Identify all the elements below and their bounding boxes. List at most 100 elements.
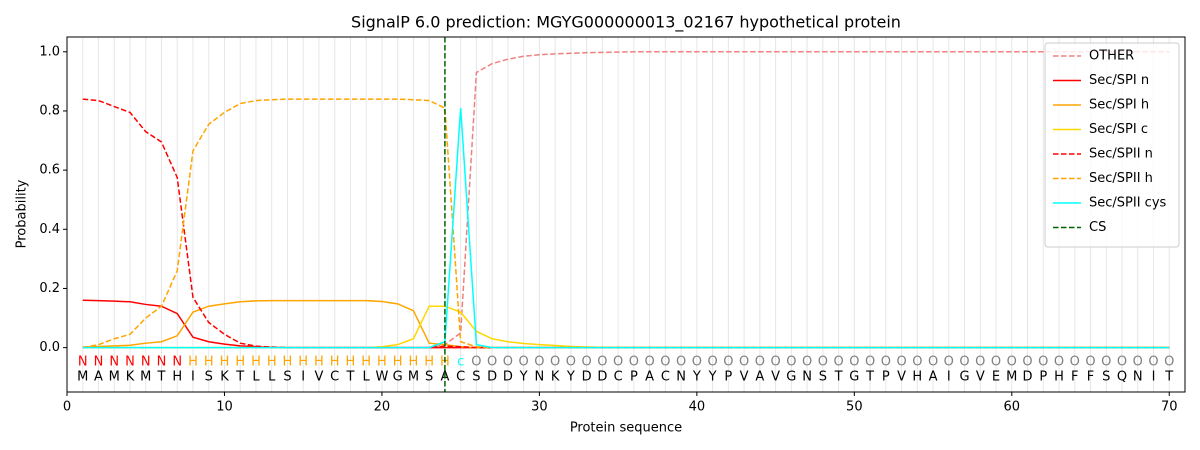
residue-annotation: O <box>944 355 954 370</box>
residue: A <box>645 370 654 385</box>
x-tick-label: 30 <box>531 400 548 415</box>
x-tick-label: 60 <box>1004 400 1021 415</box>
y-tick-label: 0.4 <box>39 222 60 237</box>
residue: S <box>472 370 480 385</box>
residue: S <box>425 370 433 385</box>
residue-annotation: O <box>660 355 670 370</box>
residue: P <box>630 370 638 385</box>
residue: T <box>865 370 874 385</box>
residue: K <box>126 370 135 385</box>
residue-annotation: O <box>1070 355 1080 370</box>
legend-label: Sec/SPI h <box>1089 98 1149 113</box>
residue-annotation: O <box>1022 355 1032 370</box>
residue-annotation: H <box>267 355 277 370</box>
residue-annotation: H <box>188 355 198 370</box>
residue: S <box>205 370 213 385</box>
residue: D <box>582 370 592 385</box>
residue: T <box>157 370 166 385</box>
residue-annotation: O <box>613 355 623 370</box>
legend-label: CS <box>1089 220 1106 235</box>
residue: I <box>947 370 951 385</box>
residue-annotation: O <box>1117 355 1127 370</box>
residue-annotation: O <box>566 355 576 370</box>
residue: T <box>834 370 843 385</box>
residue: I <box>301 370 305 385</box>
residue: D <box>487 370 497 385</box>
residue: Y <box>692 370 701 385</box>
residue: F <box>1071 370 1078 385</box>
residue: T <box>235 370 244 385</box>
series-line <box>82 107 1170 349</box>
residue-annotation: H <box>283 355 293 370</box>
residue: E <box>992 370 1000 385</box>
chart-title: SignalP 6.0 prediction: MGYG000000013_02… <box>351 13 901 33</box>
residue-annotation: O <box>833 355 843 370</box>
residue: D <box>1023 370 1033 385</box>
residue: C <box>330 370 339 385</box>
residue-annotation: H <box>204 355 214 370</box>
residue: P <box>1039 370 1047 385</box>
residue: T <box>345 370 354 385</box>
residue: F <box>1087 370 1094 385</box>
residue: H <box>172 370 182 385</box>
residue-annotation: N <box>125 355 135 370</box>
residue: Q <box>1117 370 1127 385</box>
legend: OTHER Sec/SPI n Sec/SPI h Sec/SPI c Sec/SPII… <box>1044 42 1180 248</box>
y-tick-label: 0.2 <box>39 281 60 296</box>
x-axis-label: Protein sequence <box>570 421 682 436</box>
residue-annotation: N <box>157 355 167 370</box>
series-line <box>82 98 1170 349</box>
y-axis-label: Probability <box>15 179 30 248</box>
residue: N <box>535 370 545 385</box>
residue-annotation: H <box>314 355 324 370</box>
residue-annotation: O <box>471 355 481 370</box>
residue-annotation: O <box>1164 355 1174 370</box>
residue-annotation: H <box>424 355 434 370</box>
residue-annotation: O <box>550 355 560 370</box>
residue-annotation: O <box>487 355 497 370</box>
residue: T <box>1164 370 1173 385</box>
residue-annotation: O <box>676 355 686 370</box>
residue-annotation: O <box>1054 355 1064 370</box>
residue-annotation: O <box>597 355 607 370</box>
residue: H <box>1054 370 1064 385</box>
residue: W <box>375 370 388 385</box>
series-line <box>82 305 1170 349</box>
residue: G <box>960 370 970 385</box>
residue: M <box>408 370 419 385</box>
legend-label: Sec/SPI n <box>1089 73 1149 88</box>
residue: A <box>94 370 103 385</box>
residue-annotation: O <box>896 355 906 370</box>
residue-annotation: O <box>802 355 812 370</box>
legend-label: Sec/SPII n <box>1089 147 1153 162</box>
x-tick-label: 40 <box>689 400 706 415</box>
residue: M <box>140 370 151 385</box>
residue: K <box>551 370 560 385</box>
series-line <box>82 51 1170 349</box>
residue-annotation: O <box>582 355 592 370</box>
residue: S <box>1102 370 1110 385</box>
series-line <box>82 299 1170 349</box>
residue-annotation: N <box>94 355 104 370</box>
residue: N <box>676 370 686 385</box>
residue: V <box>740 370 749 385</box>
residue-annotation: O <box>1133 355 1143 370</box>
y-tick-label: 0.0 <box>39 340 60 355</box>
residue-annotation: H <box>235 355 245 370</box>
residue-annotation: H <box>298 355 308 370</box>
residue-annotation: O <box>849 355 859 370</box>
residue-annotation: N <box>78 355 88 370</box>
residue-annotation: O <box>645 355 655 370</box>
residue: G <box>393 370 403 385</box>
residue-annotation: H <box>251 355 261 370</box>
residue: G <box>786 370 796 385</box>
residue: C <box>614 370 623 385</box>
x-tick-label: 0 <box>63 400 71 415</box>
y-tick-label: 0.8 <box>39 103 60 118</box>
residue: K <box>220 370 229 385</box>
residue: P <box>724 370 732 385</box>
residue-annotation: H <box>393 355 403 370</box>
residue-annotation: H <box>330 355 340 370</box>
residue-annotation: O <box>912 355 922 370</box>
